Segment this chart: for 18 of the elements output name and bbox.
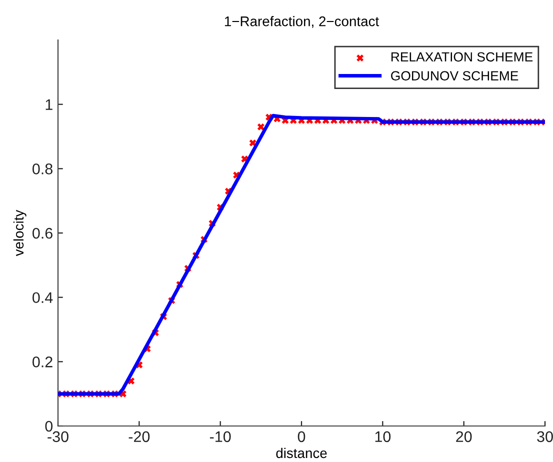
y-tick-label: 1 — [46, 99, 52, 110]
y-tick-label: 0.2 — [32, 356, 52, 368]
x-tick-label: -10 — [210, 431, 231, 442]
x-axis-title: distance — [276, 448, 327, 458]
y-tick-label: 0 — [45, 420, 53, 432]
chart-title: 1−Rarefaction, 2−contact — [224, 16, 379, 28]
x-tick-label: 30 — [537, 431, 553, 442]
x-tick-label: 0 — [298, 431, 306, 442]
x-tick-label: 20 — [456, 431, 472, 442]
legend-label: RELAXATION SCHEME — [391, 52, 533, 62]
y-tick-label: 0.8 — [32, 164, 52, 174]
x-tick-label: 10 — [375, 431, 391, 442]
y-axis-title: velocity — [13, 210, 26, 256]
y-tick-label: 0.6 — [32, 228, 52, 239]
x-tick-label: -30 — [48, 431, 68, 442]
legend-label: GODUNOV SCHEME — [391, 71, 518, 80]
x-tick-label: -20 — [128, 431, 150, 442]
y-tick-label: 0.4 — [32, 292, 53, 304]
